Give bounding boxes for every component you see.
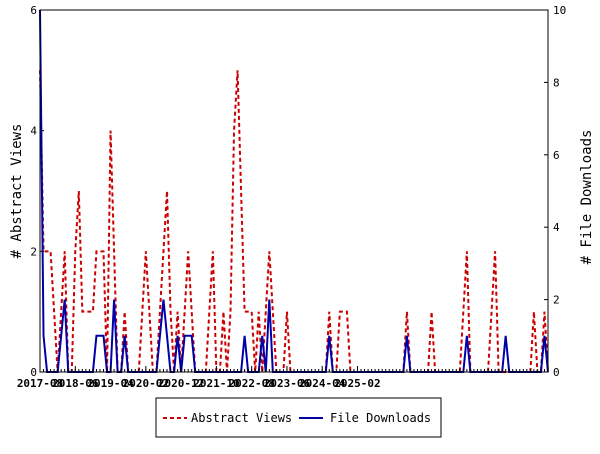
x-tick-label: 2024-04	[299, 377, 346, 390]
x-tick-label: 2018-06	[52, 377, 99, 390]
y-right-tick-label: 6	[553, 149, 560, 162]
legend-label-abstract-views: Abstract Views	[191, 411, 292, 425]
ticks-layer: 024602468102017-082018-062019-042020-022…	[17, 4, 566, 390]
x-tick-label: 2020-12	[158, 377, 204, 390]
x-tick-label: 2023-06	[264, 377, 311, 390]
y-right-tick-label: 0	[553, 366, 560, 379]
y-right-tick-label: 8	[553, 76, 560, 89]
y-left-tick-label: 4	[30, 125, 37, 138]
x-tick-label: 2025-02	[334, 377, 380, 390]
y-axis-left-title: # Abstract Views	[9, 124, 25, 259]
legend: Abstract Views File Downloads	[155, 397, 442, 438]
x-tick-label: 2019-04	[87, 377, 134, 390]
x-tick-label: 2022-08	[228, 377, 274, 390]
y-left-tick-label: 6	[30, 4, 37, 17]
y-axis-right-title: # File Downloads	[579, 130, 595, 265]
y-left-tick-label: 0	[30, 366, 37, 379]
x-tick-label: 2020-02	[123, 377, 169, 390]
legend-box	[155, 397, 442, 438]
x-tick-label: 2017-08	[17, 377, 63, 390]
y-left-tick-label: 2	[30, 245, 37, 258]
x-tick-label: 2021-10	[193, 377, 239, 390]
y-right-tick-label: 4	[553, 221, 560, 234]
y-right-tick-label: 10	[553, 4, 566, 17]
legend-label-file-downloads: File Downloads	[330, 411, 431, 425]
y-right-tick-label: 2	[553, 294, 560, 307]
